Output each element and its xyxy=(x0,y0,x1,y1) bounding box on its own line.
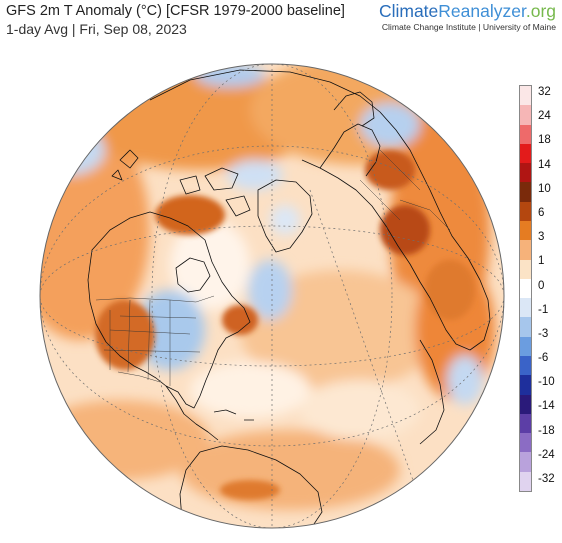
colorbar-segment xyxy=(520,182,531,203)
anomaly-patch xyxy=(170,220,250,310)
colorbar-segment xyxy=(520,143,531,164)
anomaly-patch xyxy=(270,205,300,235)
colorbar-tick-label: -14 xyxy=(538,400,555,413)
anomaly-patch xyxy=(40,125,105,175)
colorbar-tick-label: -1 xyxy=(538,303,549,316)
colorbar-tick-label: 24 xyxy=(538,110,551,123)
coast-scandinavia xyxy=(333,91,375,127)
globe-outline xyxy=(39,63,505,529)
anomaly-patch xyxy=(222,305,258,335)
coast-hudson-bay xyxy=(175,257,211,293)
brand-name-part1: Climate xyxy=(378,1,439,21)
colorbar-segment xyxy=(520,221,531,241)
anomaly-patch xyxy=(425,260,475,320)
coast-caribbean xyxy=(213,409,254,421)
anomaly-patch xyxy=(365,150,415,190)
colorbar-segment xyxy=(520,317,531,338)
header: GFS 2m T Anomaly (°C) [CFSR 1979-2000 ba… xyxy=(6,2,345,38)
colorbar-segment xyxy=(520,86,531,106)
coast-greenland xyxy=(257,179,313,253)
colorbar-segment xyxy=(520,298,531,318)
anomaly-patch xyxy=(190,362,310,418)
coast-north-america xyxy=(87,211,251,409)
colorbar-tick-label: -10 xyxy=(538,376,555,389)
colorbar-tick-label: 18 xyxy=(538,134,551,147)
colorbar-segment xyxy=(520,163,531,183)
colorbar-tick-label: -6 xyxy=(538,352,549,365)
anomaly-patch xyxy=(220,480,280,500)
border-us-states xyxy=(103,299,201,386)
coast-central-america xyxy=(165,385,219,441)
colorbar-tick-label: 6 xyxy=(538,206,545,219)
colorbar xyxy=(519,85,532,492)
colorbar-tick-label: 32 xyxy=(538,86,551,98)
graticule-line xyxy=(151,64,393,528)
colorbar-segment xyxy=(520,452,531,473)
coast-africa xyxy=(419,339,445,445)
colorbar-segment xyxy=(520,394,531,415)
coast-arctic-islands xyxy=(179,167,251,217)
colorbar-tick-label: 10 xyxy=(538,182,551,195)
map-subtitle: 1-day Avg | Fri, Sep 08, 2023 xyxy=(6,21,187,37)
anomaly-patch xyxy=(155,195,225,235)
colorbar-segment xyxy=(520,375,531,396)
border-eurasia xyxy=(359,149,451,231)
map-title: GFS 2m T Anomaly (°C) [CFSR 1979-2000 ba… xyxy=(6,3,345,19)
border-us-mexico xyxy=(117,371,161,383)
political-borders xyxy=(95,149,451,386)
anomaly-patch xyxy=(227,160,283,190)
coast-south-america xyxy=(179,445,323,528)
colorbar-segment xyxy=(520,278,531,299)
coast-japan xyxy=(111,149,139,181)
graticule xyxy=(40,64,504,528)
colorbar-tick-label: 3 xyxy=(538,231,545,244)
colorbar-segment xyxy=(520,356,531,376)
colorbar-segment xyxy=(520,336,531,357)
coast-europe xyxy=(319,123,381,177)
colorbar-segment xyxy=(520,201,531,222)
colorbar-tick-label: -3 xyxy=(538,327,549,340)
anomaly-patch xyxy=(248,260,292,320)
anomaly-patch xyxy=(195,64,265,87)
colorbar-segment xyxy=(520,471,531,492)
anomaly-patch xyxy=(380,205,430,255)
colorbar-tick-label: -18 xyxy=(538,424,555,437)
colorbar-segment xyxy=(520,124,531,145)
brand-name: ClimateReanalyzer.org xyxy=(379,1,556,22)
brand-name-part3: .org xyxy=(525,1,556,21)
colorbar-segment xyxy=(520,413,531,434)
anomaly-patch xyxy=(360,103,420,147)
anomaly-patch xyxy=(447,355,483,405)
brand-tagline: Climate Change Institute | University of… xyxy=(381,22,556,32)
anomaly-patch xyxy=(300,380,420,440)
coastlines xyxy=(87,69,491,528)
colorbar-tick-label: -24 xyxy=(538,448,555,461)
colorbar-tick-label: 0 xyxy=(538,279,545,292)
brand-name-part2: Reanalyzer xyxy=(438,1,526,21)
coast-eurasia xyxy=(149,69,491,351)
colorbar-segment xyxy=(520,240,531,261)
brand-logo[interactable]: ClimateReanalyzer.org Climate Change Ins… xyxy=(379,1,556,33)
colorbar-tick-label: -32 xyxy=(538,473,555,485)
colorbar-segment xyxy=(520,105,531,126)
colorbar-tick-label: 1 xyxy=(538,255,545,268)
colorbar-segment xyxy=(520,259,531,280)
colorbar-segment xyxy=(520,433,531,453)
colorbar-tick-label: 14 xyxy=(538,158,551,171)
